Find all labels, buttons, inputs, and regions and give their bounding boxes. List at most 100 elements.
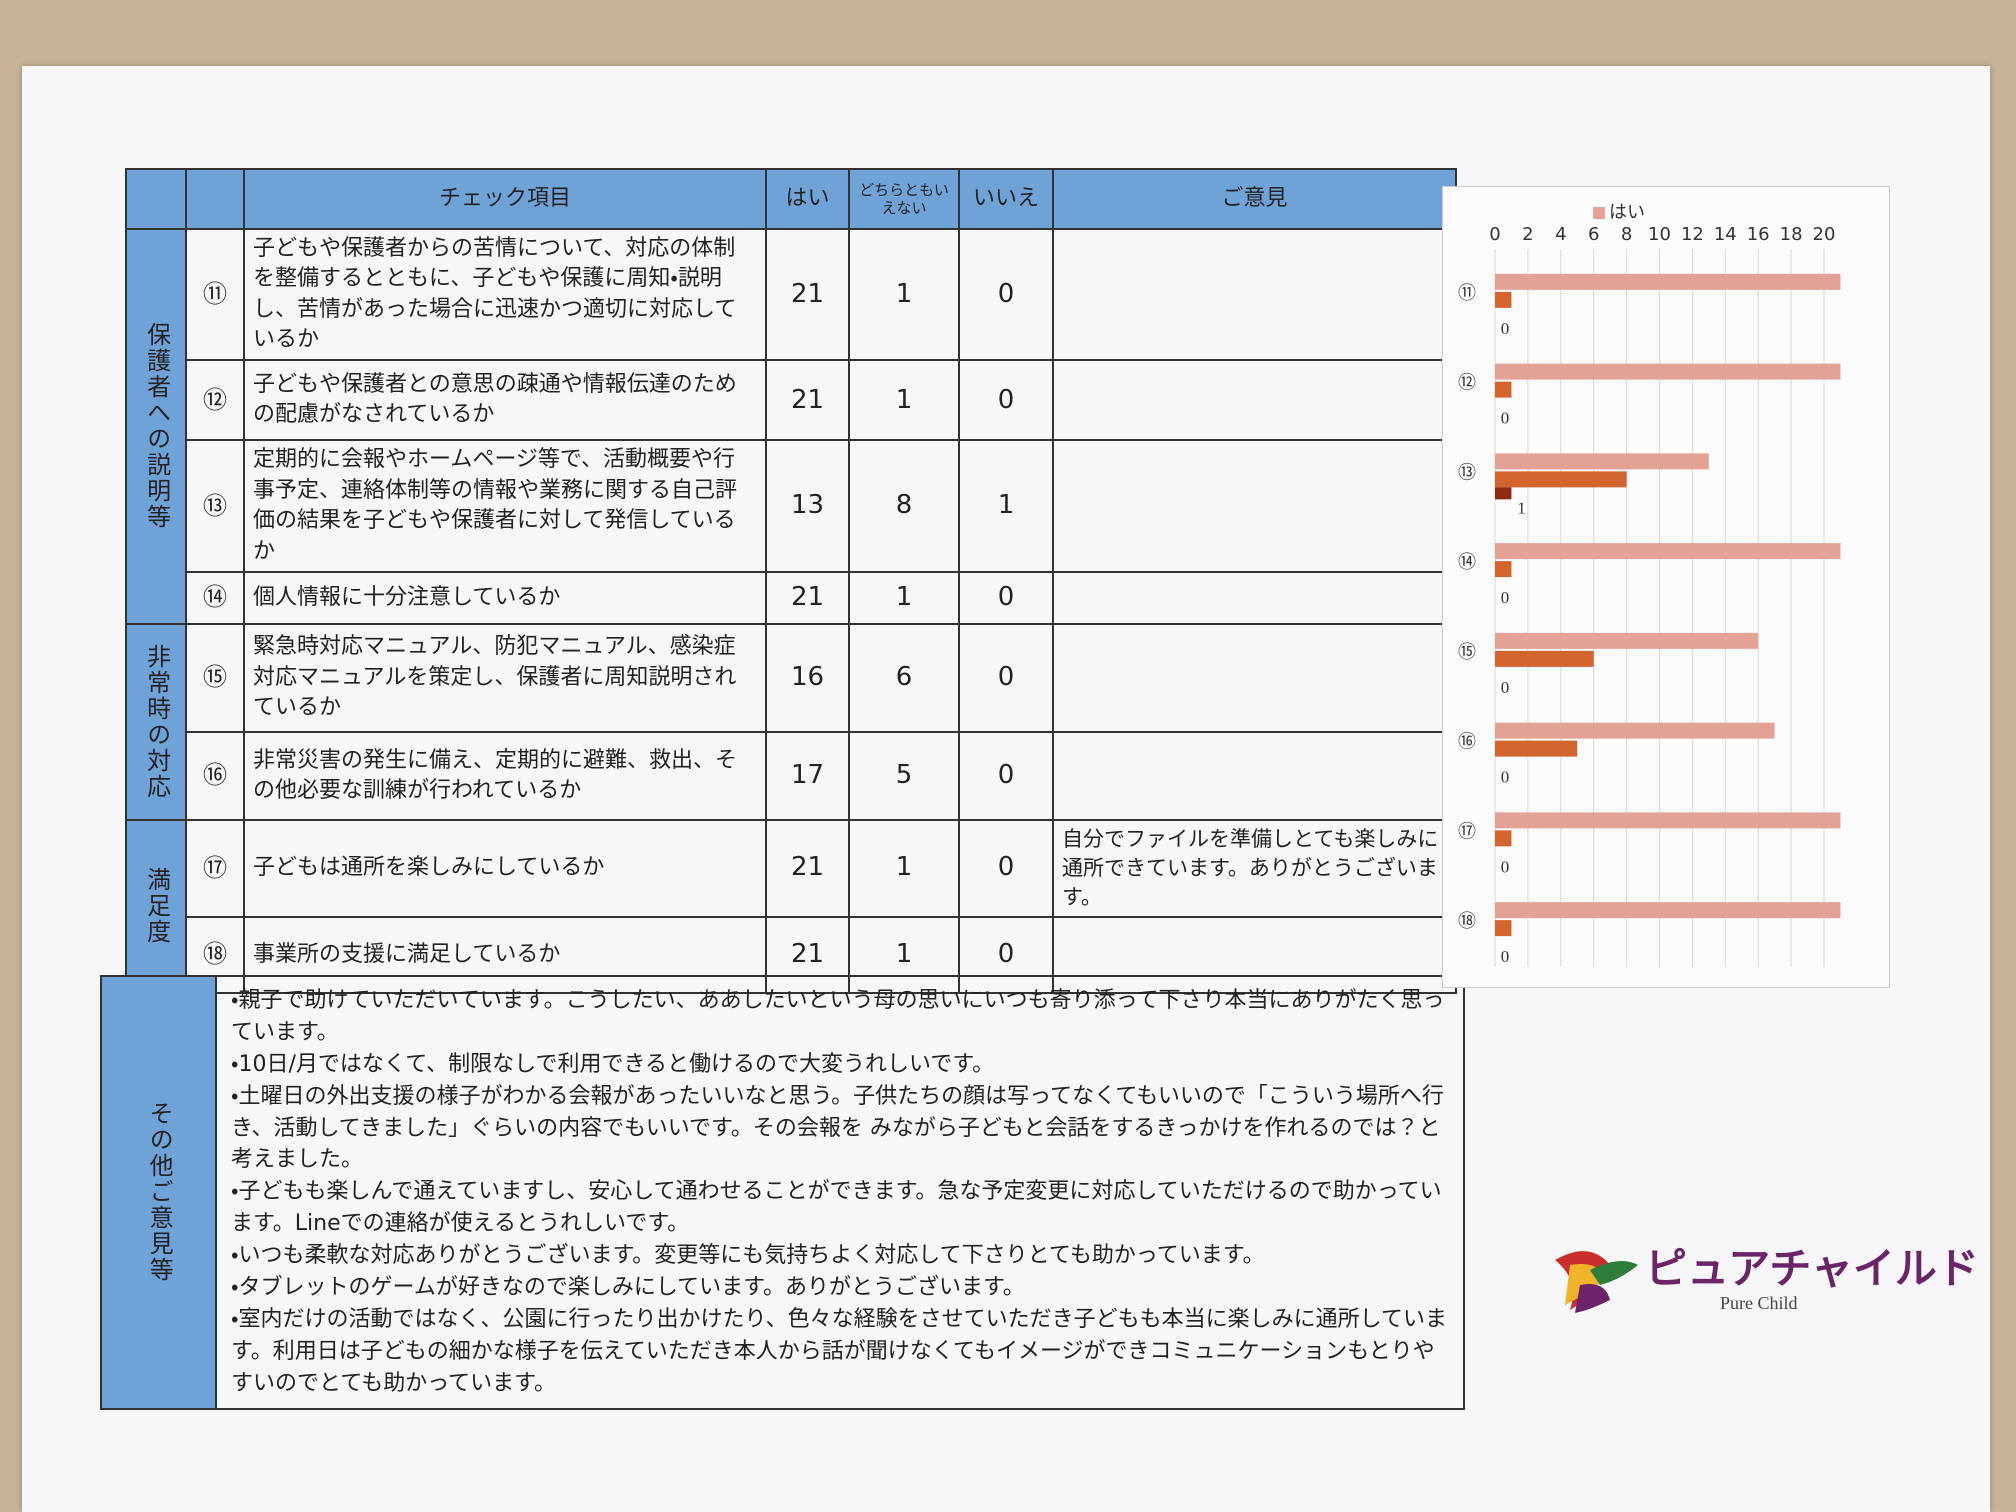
table-row: ⑯ 非常災害の発生に備え、定期的に避難、救出、その他必要な訓練が行われているか 17… bbox=[126, 730, 1457, 821]
count-no: 0 bbox=[958, 570, 1054, 625]
header-blank bbox=[125, 168, 187, 230]
x-tick-label: 4 bbox=[1555, 224, 1566, 245]
table-row: ⑭ 個人情報に十分注意しているか 21 1 0 bbox=[126, 570, 1457, 625]
item-number: ⑰ bbox=[185, 818, 245, 918]
x-tick-label: 2 bbox=[1522, 224, 1533, 245]
item-text: 定期的に会報やホームページ等で、活動概要や行事予定、連絡体制等の情報や業務に関す… bbox=[243, 439, 767, 573]
count-no: 0 bbox=[958, 730, 1054, 821]
bar bbox=[1495, 453, 1709, 470]
bar bbox=[1495, 561, 1512, 578]
chart: 0 2 4 6 8 10 12 14 16 18 20 はい ⑪ 0 ⑫ 0 ⑬ 1 ⑭ 0 ⑮ 0 ⑯ 0 ⑰ 0 ⑱ 0 bbox=[1442, 186, 1890, 988]
item-text: 個人情報に十分注意しているか bbox=[243, 570, 767, 625]
logo-name: ピュアチャイルド bbox=[1645, 1244, 1979, 1293]
data-label: 0 bbox=[1501, 409, 1510, 428]
item-number: ⑭ bbox=[185, 570, 245, 625]
data-label: 1 bbox=[1517, 498, 1526, 517]
data-label: 0 bbox=[1501, 768, 1510, 787]
x-tick-label: 6 bbox=[1588, 224, 1599, 245]
y-tick-label: ⑮ bbox=[1458, 642, 1476, 663]
opinion-empty bbox=[1052, 570, 1457, 625]
item-text: 子どもは通所を楽しみにしているか bbox=[243, 818, 767, 918]
comment: ・室内だけの活動ではなく、公園に行ったり出かけたり、色々な経験をさせていただき子… bbox=[231, 1306, 1447, 1396]
header-blank bbox=[185, 168, 245, 230]
x-tick-label: 16 bbox=[1747, 224, 1770, 245]
data-label: 0 bbox=[1501, 588, 1510, 607]
y-tick-label: ⑪ bbox=[1458, 283, 1476, 304]
section-label: 保護者への説明等 bbox=[125, 228, 187, 625]
check-table: チェック項目 はい どちらともいえない いいえ ご意見 保護者への説明等 ⑪ 子ども… bbox=[125, 168, 1457, 994]
count-yes: 13 bbox=[765, 439, 850, 573]
count-neutral: 1 bbox=[848, 359, 960, 442]
y-tick-label: ⑱ bbox=[1458, 911, 1476, 932]
y-tick-label: ⑭ bbox=[1458, 552, 1476, 573]
x-tick-label: 8 bbox=[1621, 224, 1632, 245]
bar bbox=[1495, 543, 1841, 560]
opinion-empty bbox=[1052, 622, 1457, 733]
comment: ・土曜日の外出支援の様子がわかる会報があったいいなと思う。子供たちの顔は写ってな… bbox=[231, 1083, 1444, 1173]
count-yes: 17 bbox=[765, 730, 850, 821]
bar bbox=[1495, 740, 1578, 757]
section-label: 非常時の対応 bbox=[125, 622, 187, 821]
header-cell: どちらともいえない bbox=[848, 168, 960, 230]
item-text: 子どもや保護者との意思の疎通や情報伝達のための配慮がなされているか bbox=[243, 359, 767, 442]
legend-label: はい bbox=[1609, 202, 1645, 223]
comments-text: ・親子で助けていただいています。こうしたい、ああしたいという母の思いにいつも寄り… bbox=[215, 975, 1465, 1410]
count-no: 1 bbox=[958, 439, 1054, 573]
item-number: ⑬ bbox=[185, 439, 245, 573]
x-tick-label: 18 bbox=[1780, 224, 1803, 245]
legend-swatch bbox=[1593, 207, 1605, 219]
bar bbox=[1495, 920, 1512, 937]
y-tick-label: ⑫ bbox=[1458, 373, 1476, 394]
item-number: ⑪ bbox=[185, 227, 245, 362]
opinion-empty bbox=[1052, 730, 1457, 821]
bar bbox=[1495, 471, 1627, 488]
item-number: ⑮ bbox=[185, 622, 245, 733]
count-neutral: 6 bbox=[848, 622, 960, 733]
logo-sub: Pure Child bbox=[1720, 1293, 1798, 1313]
data-label: 0 bbox=[1501, 857, 1510, 876]
item-number: ⑯ bbox=[185, 730, 245, 821]
count-yes: 21 bbox=[765, 227, 850, 362]
table-row: ⑫ 子どもや保護者との意思の疎通や情報伝達のための配慮がなされているか 21 1 0 bbox=[126, 359, 1457, 442]
count-neutral: 1 bbox=[848, 227, 960, 362]
bar bbox=[1495, 363, 1841, 380]
item-text: 非常災害の発生に備え、定期的に避難、救出、その他必要な訓練が行われているか bbox=[243, 730, 767, 821]
comments-table: その他ご意見等 ・親子で助けていただいています。こうしたい、ああしたいという母の… bbox=[100, 975, 1465, 1410]
item-number: ⑫ bbox=[185, 359, 245, 442]
y-tick-label: ⑯ bbox=[1458, 732, 1476, 753]
x-tick-label: 12 bbox=[1681, 224, 1704, 245]
data-label: 0 bbox=[1501, 947, 1510, 966]
logo-bird bbox=[1555, 1251, 1638, 1313]
opinion: 自分でファイルを準備しとても楽しみに通所できています。ありがとうございます。 bbox=[1052, 818, 1457, 918]
x-tick-label: 10 bbox=[1648, 224, 1671, 245]
header-cell: いいえ bbox=[958, 168, 1054, 230]
item-text: 緊急時対応マニュアル、防犯マニュアル、感染症対応マニュアルを策定し、保護者に周知… bbox=[243, 622, 767, 733]
table-row: ⑬ 定期的に会報やホームページ等で、活動概要や行事予定、連絡体制等の情報や業務に関… bbox=[126, 439, 1457, 573]
count-no: 0 bbox=[958, 818, 1054, 918]
opinion-empty bbox=[1052, 439, 1457, 573]
header-cell: チェック項目 bbox=[243, 168, 767, 230]
count-no: 0 bbox=[958, 359, 1054, 442]
x-tick-label: 0 bbox=[1489, 224, 1500, 245]
comment: ・タブレットのゲームが好きなので楽しみにしています。ありがとうございます。 bbox=[231, 1275, 1025, 1301]
bar bbox=[1495, 487, 1512, 500]
bar bbox=[1495, 902, 1841, 919]
count-yes: 21 bbox=[765, 570, 850, 625]
count-neutral: 1 bbox=[848, 818, 960, 918]
opinion-empty bbox=[1052, 227, 1457, 362]
bar bbox=[1495, 812, 1841, 829]
comment: ・10日/月ではなくて、制限なしで利用できると働けるので大変うれしいです。 bbox=[231, 1051, 995, 1077]
count-yes: 21 bbox=[765, 359, 850, 442]
table-row: 満足度 ⑰ 子どもは通所を楽しみにしているか 21 1 0 自分でファイルを準備しとても楽し… bbox=[125, 818, 1457, 994]
bar bbox=[1495, 291, 1512, 308]
comments-label: その他ご意見等 bbox=[100, 975, 217, 1410]
data-label: 0 bbox=[1501, 319, 1510, 338]
comment: ・子どもも楽しんで通えていますし、安心して通わせることができます。急な予定変更に… bbox=[231, 1179, 1442, 1237]
count-yes: 21 bbox=[765, 818, 850, 918]
bar bbox=[1495, 650, 1594, 667]
table-row: 非常時の対応 ⑮ 緊急時対応マニュアル、防犯マニュアル、感染症対応マニュアルを策定し… bbox=[125, 622, 1457, 821]
x-tick-label: 20 bbox=[1813, 224, 1836, 245]
opinion-empty bbox=[1052, 359, 1457, 442]
section-label: 満足度 bbox=[125, 818, 187, 994]
